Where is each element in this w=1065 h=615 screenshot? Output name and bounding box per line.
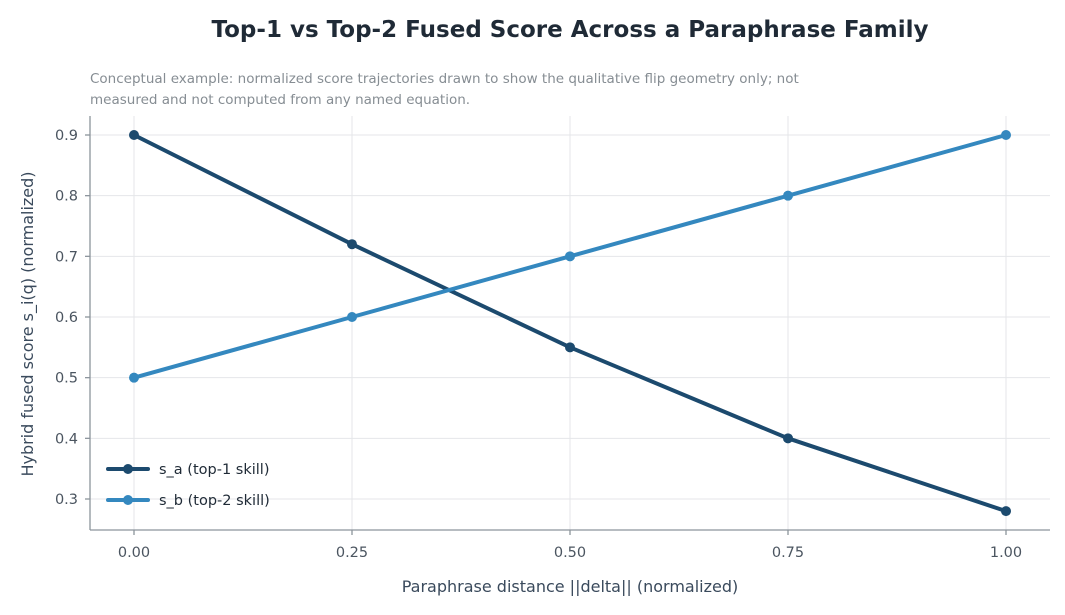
y-tick-label: 0.7 xyxy=(55,249,78,265)
axes xyxy=(85,116,1050,535)
y-tick-label: 0.6 xyxy=(55,310,78,326)
data-point xyxy=(783,190,793,201)
data-point xyxy=(347,239,357,250)
data-point xyxy=(129,372,139,383)
data-point xyxy=(1001,130,1011,140)
legend-label: s_a (top-1 skill) xyxy=(159,462,269,478)
data-point xyxy=(565,251,575,262)
data-point xyxy=(129,130,139,140)
data-point xyxy=(1001,506,1011,517)
chart-title: Top-1 vs Top-2 Fused Score Across a Para… xyxy=(212,17,929,43)
x-tick-label: 0.25 xyxy=(336,545,368,561)
data-point xyxy=(347,312,357,322)
x-tick-label: 1.00 xyxy=(990,545,1022,561)
legend-swatch-marker xyxy=(123,495,133,505)
x-tick-label: 0.75 xyxy=(772,545,804,561)
x-tick-label: 0.50 xyxy=(554,545,586,561)
legend-swatch-marker xyxy=(123,464,133,474)
series xyxy=(129,130,1011,517)
legend: s_a (top-1 skill) s_b (top-2 skill) xyxy=(106,462,270,509)
data-point xyxy=(565,342,575,353)
tick-labels: 0.3 0.4 0.5 0.6 0.7 0.8 0.9 0.00 0.25 0.50 0.75 1.0… xyxy=(55,128,1022,561)
x-axis-label: Paraphrase distance ||delta|| (normalize… xyxy=(402,577,739,596)
y-tick-label: 0.4 xyxy=(55,431,78,447)
y-tick-label: 0.9 xyxy=(55,128,78,144)
legend-label: s_b (top-2 skill) xyxy=(159,493,270,509)
chart-subtitle-line-2: measured and not computed from any named… xyxy=(90,92,470,108)
y-tick-label: 0.8 xyxy=(55,189,78,205)
y-tick-label: 0.5 xyxy=(55,371,78,387)
chart-subtitle-line-1: Conceptual example: normalized score tra… xyxy=(90,71,799,87)
y-axis-label: Hybrid fused score s_i(q) (normalized) xyxy=(18,171,38,476)
data-point xyxy=(783,433,793,444)
x-tick-label: 0.00 xyxy=(118,545,150,561)
y-tick-label: 0.3 xyxy=(55,492,78,508)
